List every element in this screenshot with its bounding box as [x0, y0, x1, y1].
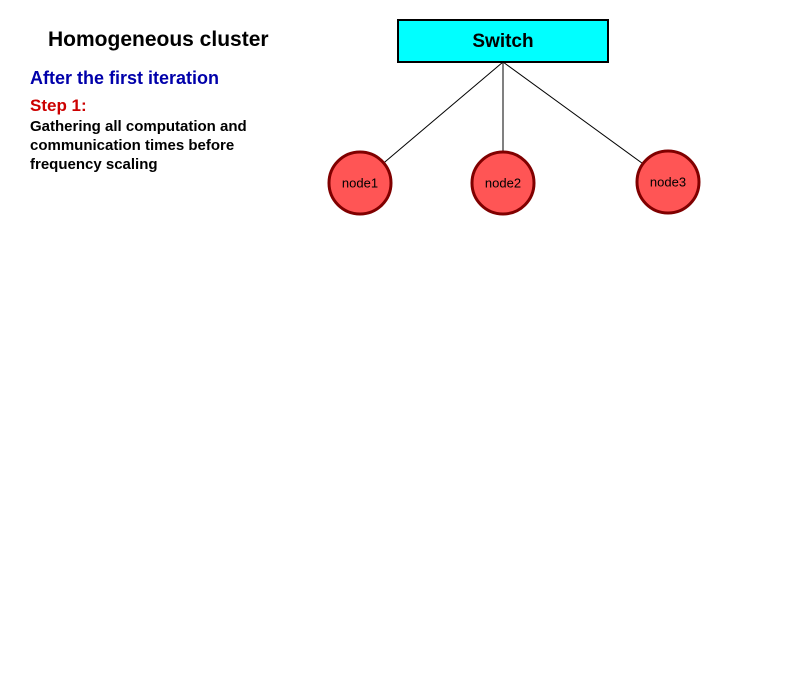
switch-label: Switch: [472, 31, 533, 52]
node-label-node3: node3: [650, 174, 686, 189]
node-label-node1: node1: [342, 175, 378, 190]
edge: [384, 62, 503, 163]
edge: [503, 62, 643, 164]
node-label-node2: node2: [485, 175, 521, 190]
cluster-diagram: Switch node1 node2 node3: [0, 0, 800, 698]
